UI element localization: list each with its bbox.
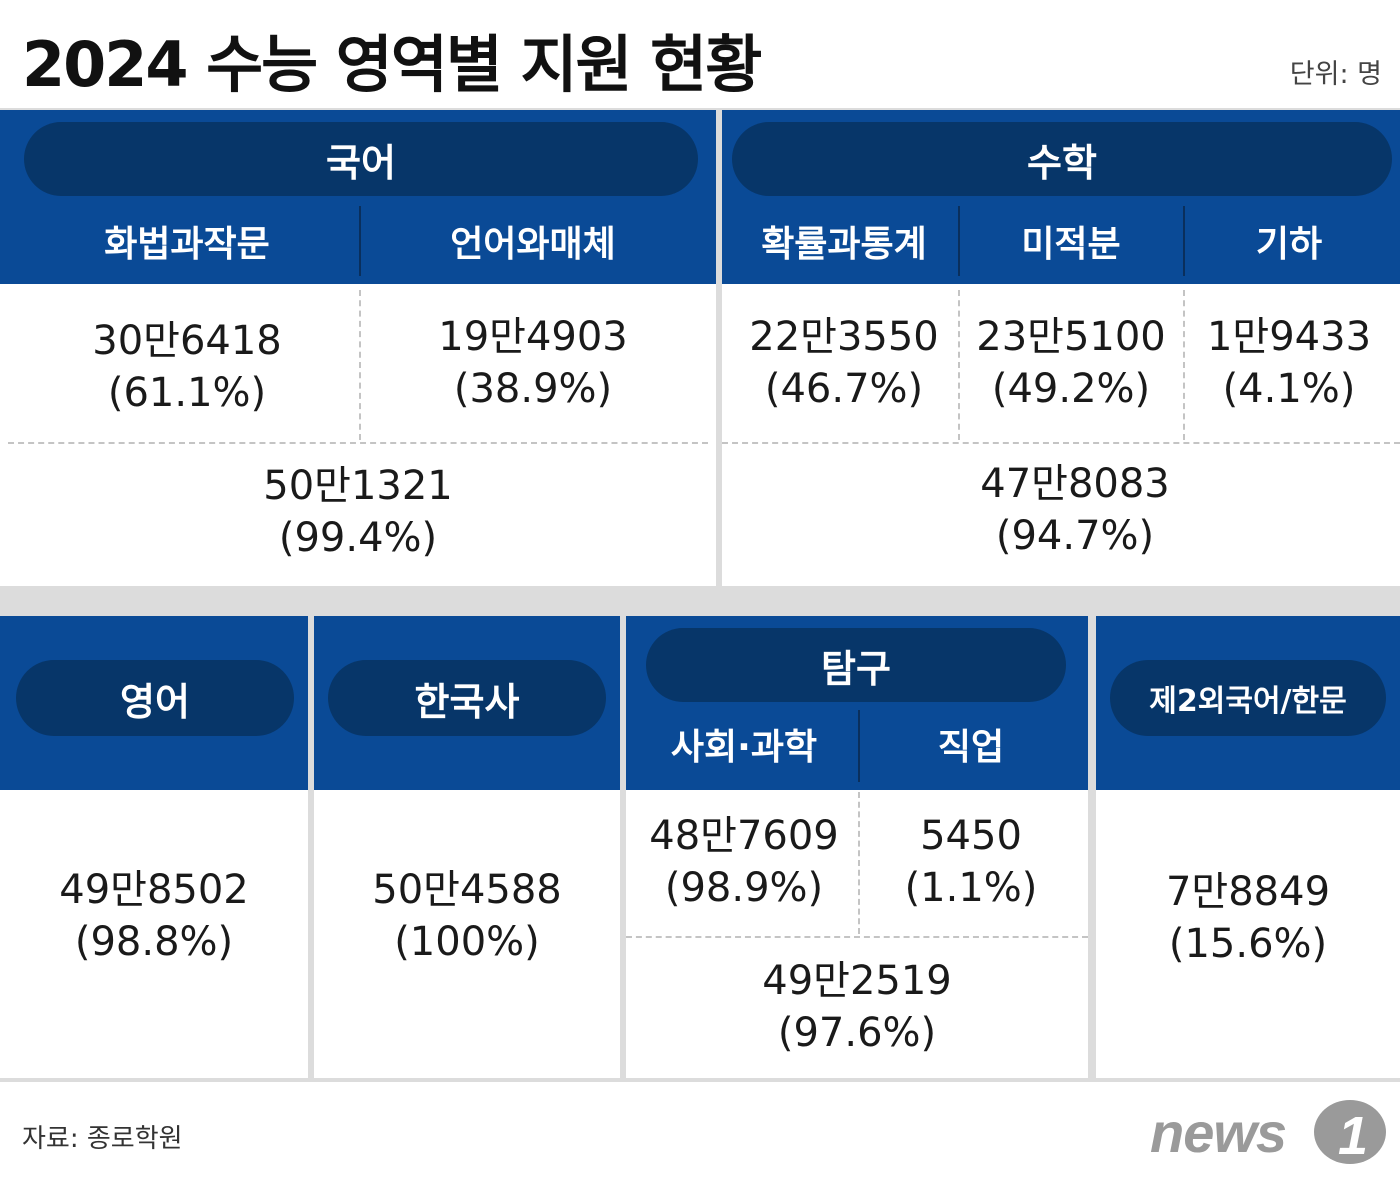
math-header-divider-1 bbox=[958, 206, 960, 276]
percent: (4.1%) bbox=[1222, 366, 1356, 412]
percent: (98.9%) bbox=[664, 865, 824, 911]
inquiry-subject-2-value: 5450 (1.1%) bbox=[860, 792, 1082, 932]
math-header-divider-2 bbox=[1183, 206, 1185, 276]
korean-value-divider bbox=[359, 290, 361, 440]
count: 49만2519 bbox=[762, 958, 952, 1004]
korean-subject-2: 언어와매체 bbox=[450, 224, 616, 265]
count: 22만3550 bbox=[749, 314, 939, 360]
count: 19만4903 bbox=[438, 314, 628, 360]
percent: (46.7%) bbox=[764, 366, 924, 412]
count: 5450 bbox=[920, 813, 1022, 859]
english-title-pill: 영어 bbox=[16, 660, 294, 736]
percent: (49.2%) bbox=[991, 366, 1151, 412]
math-panel: 수학 확률과통계 미적분 기하 22만3550 (46.7%) 23만5100 … bbox=[722, 110, 1400, 586]
english-panel: 영어 49만8502 (98.8%) bbox=[0, 616, 308, 1078]
math-subject-1: 확률과통계 bbox=[761, 224, 927, 265]
percent: (1.1%) bbox=[904, 865, 1038, 911]
foreign-panel: 제2외국어/한문 7만8849 (15.6%) bbox=[1096, 616, 1400, 1078]
count: 47만8083 bbox=[980, 461, 1170, 507]
inquiry-total-divider bbox=[626, 936, 1088, 938]
percent: (94.7%) bbox=[995, 513, 1155, 559]
math-value-divider-2 bbox=[1183, 290, 1185, 440]
count: 50만4588 bbox=[372, 867, 562, 913]
news1-logo: news 1 bbox=[1150, 1098, 1390, 1168]
history-value: 50만4588 (100%) bbox=[314, 790, 620, 1042]
count: 7만8849 bbox=[1165, 869, 1331, 915]
unit-label: 단위: 명 bbox=[1289, 59, 1382, 90]
count: 48만7609 bbox=[649, 813, 839, 859]
korean-header-divider bbox=[359, 206, 361, 276]
history-title-pill: 한국사 bbox=[328, 660, 606, 736]
percent: (100%) bbox=[394, 919, 540, 965]
math-subject-1-value: 22만3550 (46.7%) bbox=[730, 290, 958, 436]
math-subject-2: 미적분 bbox=[1021, 224, 1121, 265]
inquiry-value-divider bbox=[858, 792, 860, 934]
percent: (98.8%) bbox=[74, 919, 234, 965]
english-value: 49만8502 (98.8%) bbox=[0, 790, 308, 1042]
math-total-divider bbox=[722, 442, 1400, 444]
foreign-title-pill: 제2외국어/한문 bbox=[1110, 660, 1386, 736]
percent: (97.6%) bbox=[777, 1010, 937, 1056]
math-total-value: 47만8083 (94.7%) bbox=[722, 446, 1400, 574]
korean-subject-2-value: 19만4903 (38.9%) bbox=[360, 290, 706, 436]
korean-total-divider bbox=[8, 442, 708, 444]
inquiry-panel: 탐구 사회·과학 직업 48만7609 (98.9%) 5450 (1.1%) … bbox=[626, 616, 1088, 1078]
inquiry-subject-1: 사회·과학 bbox=[670, 727, 818, 768]
history-panel: 한국사 50만4588 (100%) bbox=[314, 616, 620, 1078]
math-title-pill: 수학 bbox=[732, 122, 1392, 196]
page-title: 2024 수능 영역별 지원 현황 bbox=[22, 28, 762, 101]
math-subject-3-value: 1만9433 (4.1%) bbox=[1185, 290, 1393, 436]
korean-title-pill: 국어 bbox=[24, 122, 698, 196]
foreign-value: 7만8849 (15.6%) bbox=[1096, 790, 1400, 1046]
count: 50만1321 bbox=[263, 463, 453, 509]
logo-wordmark: news bbox=[1150, 1101, 1286, 1164]
math-subject-3: 기하 bbox=[1255, 224, 1323, 265]
inquiry-subject-2: 직업 bbox=[937, 727, 1005, 768]
logo-mark-icon: 1 bbox=[1314, 1100, 1386, 1166]
count: 23만5100 bbox=[976, 314, 1166, 360]
percent: (99.4%) bbox=[278, 515, 438, 561]
math-subject-2-value: 23만5100 (49.2%) bbox=[960, 290, 1182, 436]
math-value-divider-1 bbox=[958, 290, 960, 440]
count: 1만9433 bbox=[1206, 314, 1372, 360]
korean-subject-1-value: 30만6418 (61.1%) bbox=[14, 294, 360, 440]
inquiry-title-pill: 탐구 bbox=[646, 628, 1066, 702]
source-label: 자료: 종로학원 bbox=[22, 1124, 183, 1154]
percent: (61.1%) bbox=[107, 370, 267, 416]
inquiry-subject-1-value: 48만7609 (98.9%) bbox=[630, 792, 858, 932]
korean-panel: 국어 화법과작문 언어와매체 30만6418 (61.1%) 19만4903 (… bbox=[0, 110, 716, 586]
logo-mark-digit: 1 bbox=[1338, 1106, 1368, 1166]
inquiry-total-value: 49만2519 (97.6%) bbox=[626, 942, 1088, 1072]
korean-total-value: 50만1321 (99.4%) bbox=[0, 448, 716, 576]
percent: (15.6%) bbox=[1168, 921, 1328, 967]
percent: (38.9%) bbox=[453, 366, 613, 412]
korean-subject-1: 화법과작문 bbox=[104, 224, 270, 265]
count: 30만6418 bbox=[92, 318, 282, 364]
inquiry-header-divider bbox=[858, 710, 860, 782]
count: 49만8502 bbox=[59, 867, 249, 913]
